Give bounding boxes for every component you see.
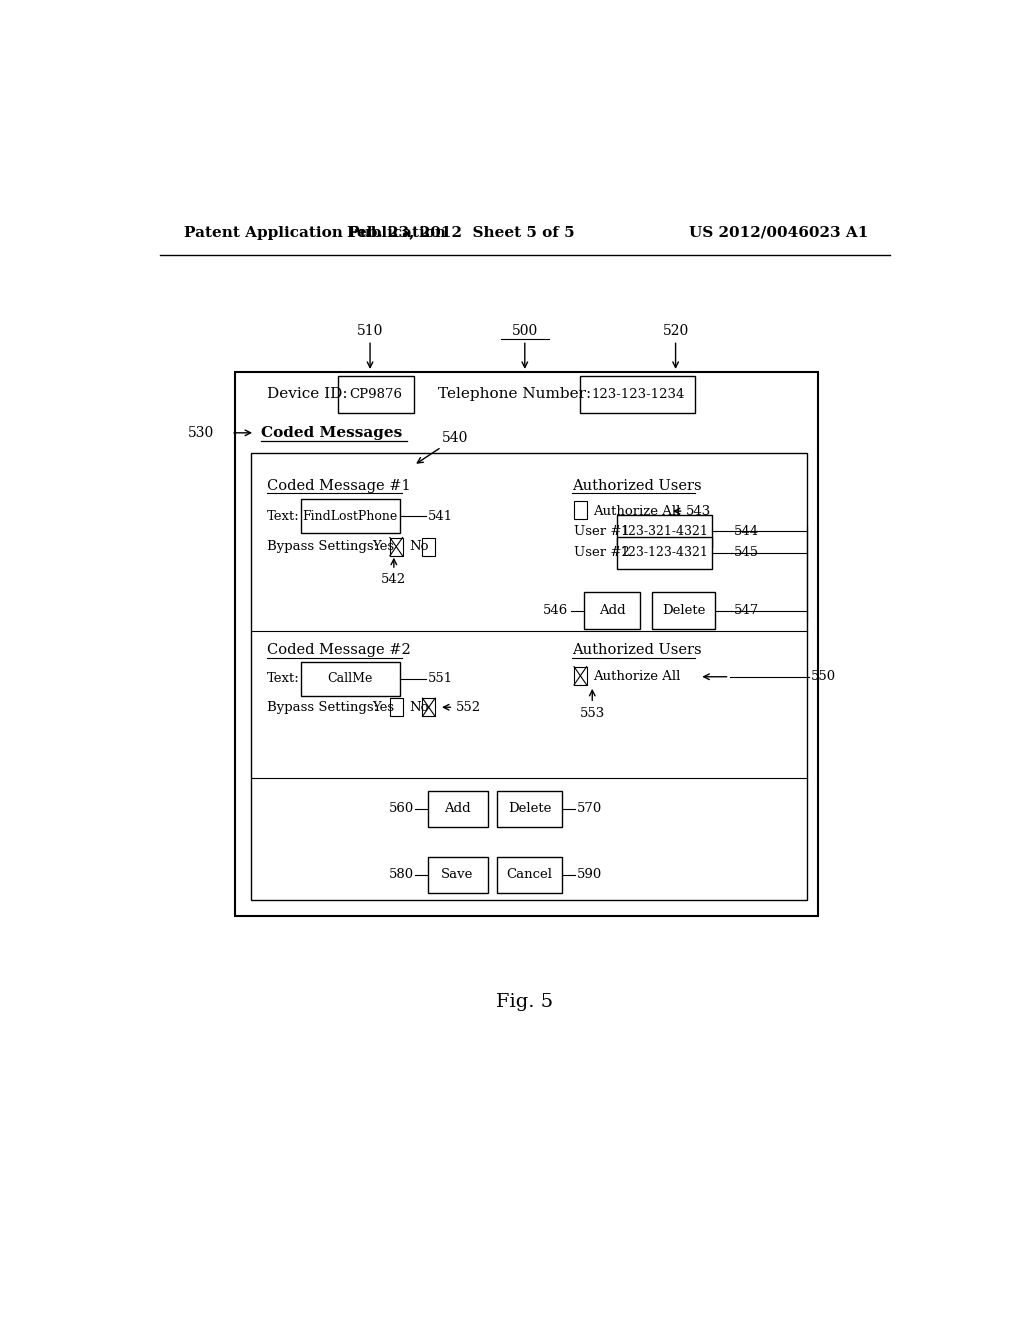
Text: 560: 560 — [388, 803, 414, 816]
FancyBboxPatch shape — [251, 453, 807, 900]
FancyBboxPatch shape — [390, 537, 402, 556]
Text: 547: 547 — [733, 605, 759, 618]
Text: 540: 540 — [441, 432, 468, 445]
Text: 552: 552 — [456, 701, 481, 714]
Text: Add: Add — [444, 803, 471, 816]
Text: Authorized Users: Authorized Users — [572, 643, 702, 657]
Text: Bypass Settings:: Bypass Settings: — [267, 701, 378, 714]
Text: Feb. 23, 2012  Sheet 5 of 5: Feb. 23, 2012 Sheet 5 of 5 — [347, 226, 575, 240]
Text: Yes: Yes — [373, 540, 394, 553]
Text: Text:: Text: — [267, 672, 300, 685]
Text: 510: 510 — [356, 325, 383, 338]
Text: Coded Message #2: Coded Message #2 — [267, 643, 411, 657]
FancyBboxPatch shape — [428, 857, 487, 894]
Text: No: No — [410, 540, 429, 553]
FancyBboxPatch shape — [390, 698, 402, 717]
Text: 541: 541 — [428, 510, 453, 523]
Text: Device ID:: Device ID: — [267, 387, 347, 401]
Text: Delete: Delete — [508, 803, 551, 816]
Text: Telephone Number:: Telephone Number: — [437, 387, 591, 401]
FancyBboxPatch shape — [423, 698, 435, 717]
Text: 580: 580 — [388, 869, 414, 882]
FancyBboxPatch shape — [423, 537, 435, 556]
Text: 546: 546 — [543, 605, 568, 618]
Text: Bypass Settings:: Bypass Settings: — [267, 540, 378, 553]
FancyBboxPatch shape — [301, 661, 400, 696]
Text: Add: Add — [599, 605, 626, 618]
Text: US 2012/0046023 A1: US 2012/0046023 A1 — [689, 226, 868, 240]
FancyBboxPatch shape — [652, 593, 715, 630]
Text: 542: 542 — [381, 573, 407, 586]
FancyBboxPatch shape — [574, 500, 587, 519]
Text: CP9876: CP9876 — [349, 388, 402, 401]
Text: Coded Messages: Coded Messages — [260, 426, 401, 440]
Text: Yes: Yes — [373, 701, 394, 714]
Text: Coded Message #1: Coded Message #1 — [267, 479, 411, 492]
Text: 550: 550 — [811, 671, 837, 684]
FancyBboxPatch shape — [236, 372, 818, 916]
Text: 123-321-4321: 123-321-4321 — [621, 525, 709, 539]
FancyBboxPatch shape — [616, 536, 712, 569]
FancyBboxPatch shape — [574, 667, 587, 685]
Text: CallMe: CallMe — [328, 672, 373, 685]
Text: Cancel: Cancel — [507, 869, 553, 882]
Text: 551: 551 — [428, 672, 453, 685]
Text: User #2: User #2 — [574, 546, 630, 560]
FancyBboxPatch shape — [338, 376, 414, 412]
FancyBboxPatch shape — [616, 515, 712, 548]
Text: 520: 520 — [663, 325, 689, 338]
Text: Patent Application Publication: Patent Application Publication — [183, 226, 445, 240]
Text: Authorized Users: Authorized Users — [572, 479, 702, 492]
Text: 530: 530 — [187, 426, 214, 440]
FancyBboxPatch shape — [497, 791, 562, 828]
Text: 123-123-1234: 123-123-1234 — [592, 388, 685, 401]
FancyBboxPatch shape — [428, 791, 487, 828]
Text: 543: 543 — [686, 504, 711, 517]
FancyBboxPatch shape — [581, 376, 695, 412]
Text: 544: 544 — [733, 525, 759, 539]
Text: 570: 570 — [578, 803, 602, 816]
FancyBboxPatch shape — [585, 593, 640, 630]
Text: 545: 545 — [733, 546, 759, 560]
Text: Save: Save — [441, 869, 473, 882]
Text: Delete: Delete — [662, 605, 706, 618]
Text: 123-123-4321: 123-123-4321 — [621, 546, 709, 560]
Text: 553: 553 — [580, 708, 605, 721]
Text: 500: 500 — [512, 325, 538, 338]
Text: Authorize All: Authorize All — [593, 671, 680, 684]
Text: No: No — [410, 701, 429, 714]
Text: FindLostPhone: FindLostPhone — [302, 510, 398, 523]
Text: Authorize All: Authorize All — [593, 504, 680, 517]
FancyBboxPatch shape — [497, 857, 562, 894]
Text: User #1: User #1 — [574, 525, 630, 539]
Text: 590: 590 — [578, 869, 602, 882]
Text: Text:: Text: — [267, 510, 300, 523]
Text: Fig. 5: Fig. 5 — [497, 993, 553, 1011]
FancyBboxPatch shape — [301, 499, 400, 533]
